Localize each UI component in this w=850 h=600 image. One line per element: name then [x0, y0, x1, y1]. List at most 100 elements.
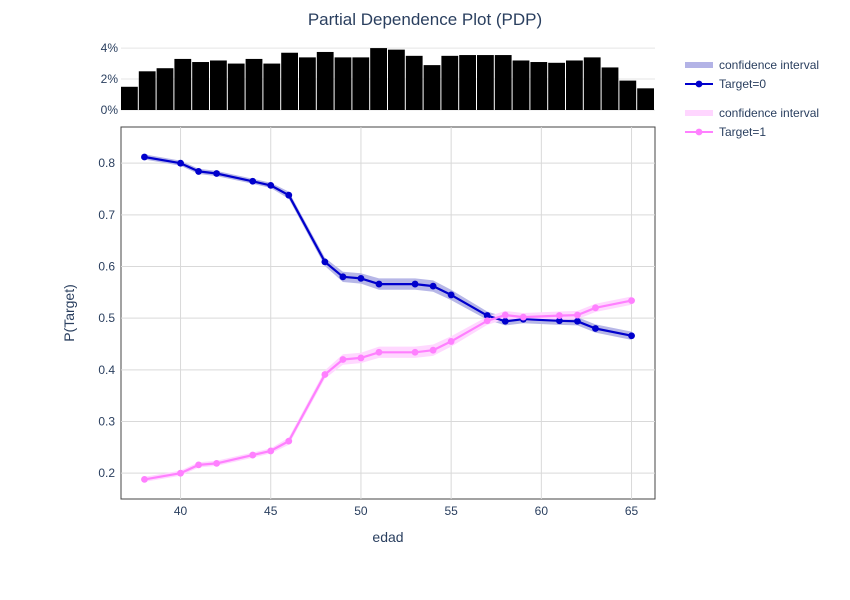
histogram-bar	[548, 62, 565, 110]
target-0-confidence-band	[144, 154, 632, 340]
legend-item[interactable]: Target=0	[685, 77, 766, 91]
target-0-point	[285, 191, 293, 199]
histogram-bar	[352, 57, 370, 110]
target-1-point	[195, 461, 202, 469]
histogram-bar	[601, 67, 619, 110]
target-1-point	[628, 297, 635, 304]
histogram-bar	[138, 71, 156, 110]
target-1-point	[574, 311, 581, 319]
target-1-point	[501, 311, 509, 319]
legend-item[interactable]: confidence interval	[685, 106, 819, 120]
x-tick-label: 65	[625, 504, 639, 518]
y-tick-label: 0.2	[98, 466, 115, 480]
legend-label: confidence interval	[719, 106, 819, 120]
y-tick-label: 0.8	[98, 156, 115, 170]
histogram-bar	[441, 55, 459, 110]
histogram-bar	[299, 57, 316, 110]
y-tick-label: 0.4	[98, 363, 115, 377]
target-0-point	[249, 177, 257, 185]
histogram-bar	[316, 51, 334, 110]
target-0-point	[574, 317, 581, 325]
x-tick-label: 40	[174, 504, 188, 518]
target-0-point	[177, 159, 184, 167]
target-0-point	[357, 274, 365, 282]
target-1-point	[285, 437, 293, 445]
target-0-point	[339, 273, 347, 281]
legend-marker	[695, 80, 703, 88]
x-axis-ticks: 40 45 50 55 60 65	[174, 504, 639, 518]
histogram-bar	[494, 55, 512, 110]
target-0-point	[411, 280, 419, 288]
histogram-bar	[388, 49, 405, 110]
target-1-point	[141, 475, 148, 483]
histogram-bar	[423, 65, 441, 110]
x-axis-title: edad	[372, 529, 403, 545]
histogram-bar	[370, 48, 387, 110]
histogram-bar	[512, 60, 530, 110]
target-1-point	[249, 451, 257, 459]
y-axis-title: P(Target)	[61, 284, 77, 342]
histogram-bar	[566, 60, 583, 110]
histogram-bar	[245, 58, 263, 110]
histogram-y-tick-label: 0%	[101, 103, 119, 117]
x-tick-label: 60	[535, 504, 549, 518]
target-0-point	[555, 317, 563, 325]
histogram-bar	[263, 63, 281, 110]
target-0-point	[447, 291, 455, 299]
histogram-bar	[156, 68, 174, 110]
target-0-point	[141, 153, 148, 161]
target-1-point	[555, 312, 563, 319]
x-tick-label: 50	[354, 504, 368, 518]
legend-label: Target=0	[719, 77, 766, 91]
histogram-y-tick-label: 4%	[101, 41, 119, 55]
histogram-bar	[405, 55, 423, 110]
confidence-bands	[144, 154, 632, 482]
target-0-point	[483, 312, 491, 319]
target-0-point	[321, 258, 329, 266]
target-0-point	[592, 325, 599, 332]
target-0-point	[213, 170, 221, 177]
target-1-point	[339, 356, 347, 363]
target-1-point	[483, 317, 491, 325]
target-1-point	[411, 348, 419, 356]
target-1-point	[447, 338, 455, 345]
histogram-bar	[583, 57, 601, 110]
legend[interactable]: confidence interval Target=0 confidence in…	[685, 58, 819, 139]
target-1-point	[177, 469, 184, 477]
histogram-bar	[174, 58, 192, 110]
chart-title: Partial Dependence Plot (PDP)	[308, 10, 542, 29]
histogram-bar	[619, 80, 637, 110]
y-tick-label: 0.5	[98, 311, 115, 325]
histogram-panel: 0% 2% 4%	[101, 41, 655, 117]
histogram-bar	[281, 52, 298, 110]
y-tick-label: 0.6	[98, 260, 115, 274]
legend-item[interactable]: Target=1	[685, 125, 766, 139]
histogram-bar	[210, 60, 227, 110]
histogram-y-tick-label: 2%	[101, 72, 119, 86]
histogram-bar	[530, 62, 548, 110]
x-tick-label: 55	[444, 504, 458, 518]
histogram-bar	[121, 86, 138, 110]
target-0-point	[375, 280, 383, 288]
legend-item[interactable]: confidence interval	[685, 58, 819, 72]
histogram-bar	[477, 55, 494, 110]
target-1-point	[375, 348, 383, 356]
y-tick-label: 0.7	[98, 208, 115, 222]
grid-lines	[121, 127, 655, 499]
target-1-point	[429, 346, 437, 354]
histogram-bar	[227, 63, 245, 110]
target-1-point	[267, 447, 275, 455]
target-1-point	[519, 313, 527, 321]
target-0-point	[267, 181, 275, 189]
y-tick-label: 0.3	[98, 415, 115, 429]
target-1-point	[213, 459, 221, 467]
histogram-bar	[637, 88, 654, 110]
x-tick-label: 45	[264, 504, 278, 518]
histogram-bar	[192, 62, 209, 110]
target-1-point	[592, 304, 599, 312]
histogram-bar	[459, 55, 476, 110]
series-markers	[141, 153, 635, 483]
histogram-bars	[121, 48, 654, 110]
histogram-bar	[334, 57, 352, 110]
